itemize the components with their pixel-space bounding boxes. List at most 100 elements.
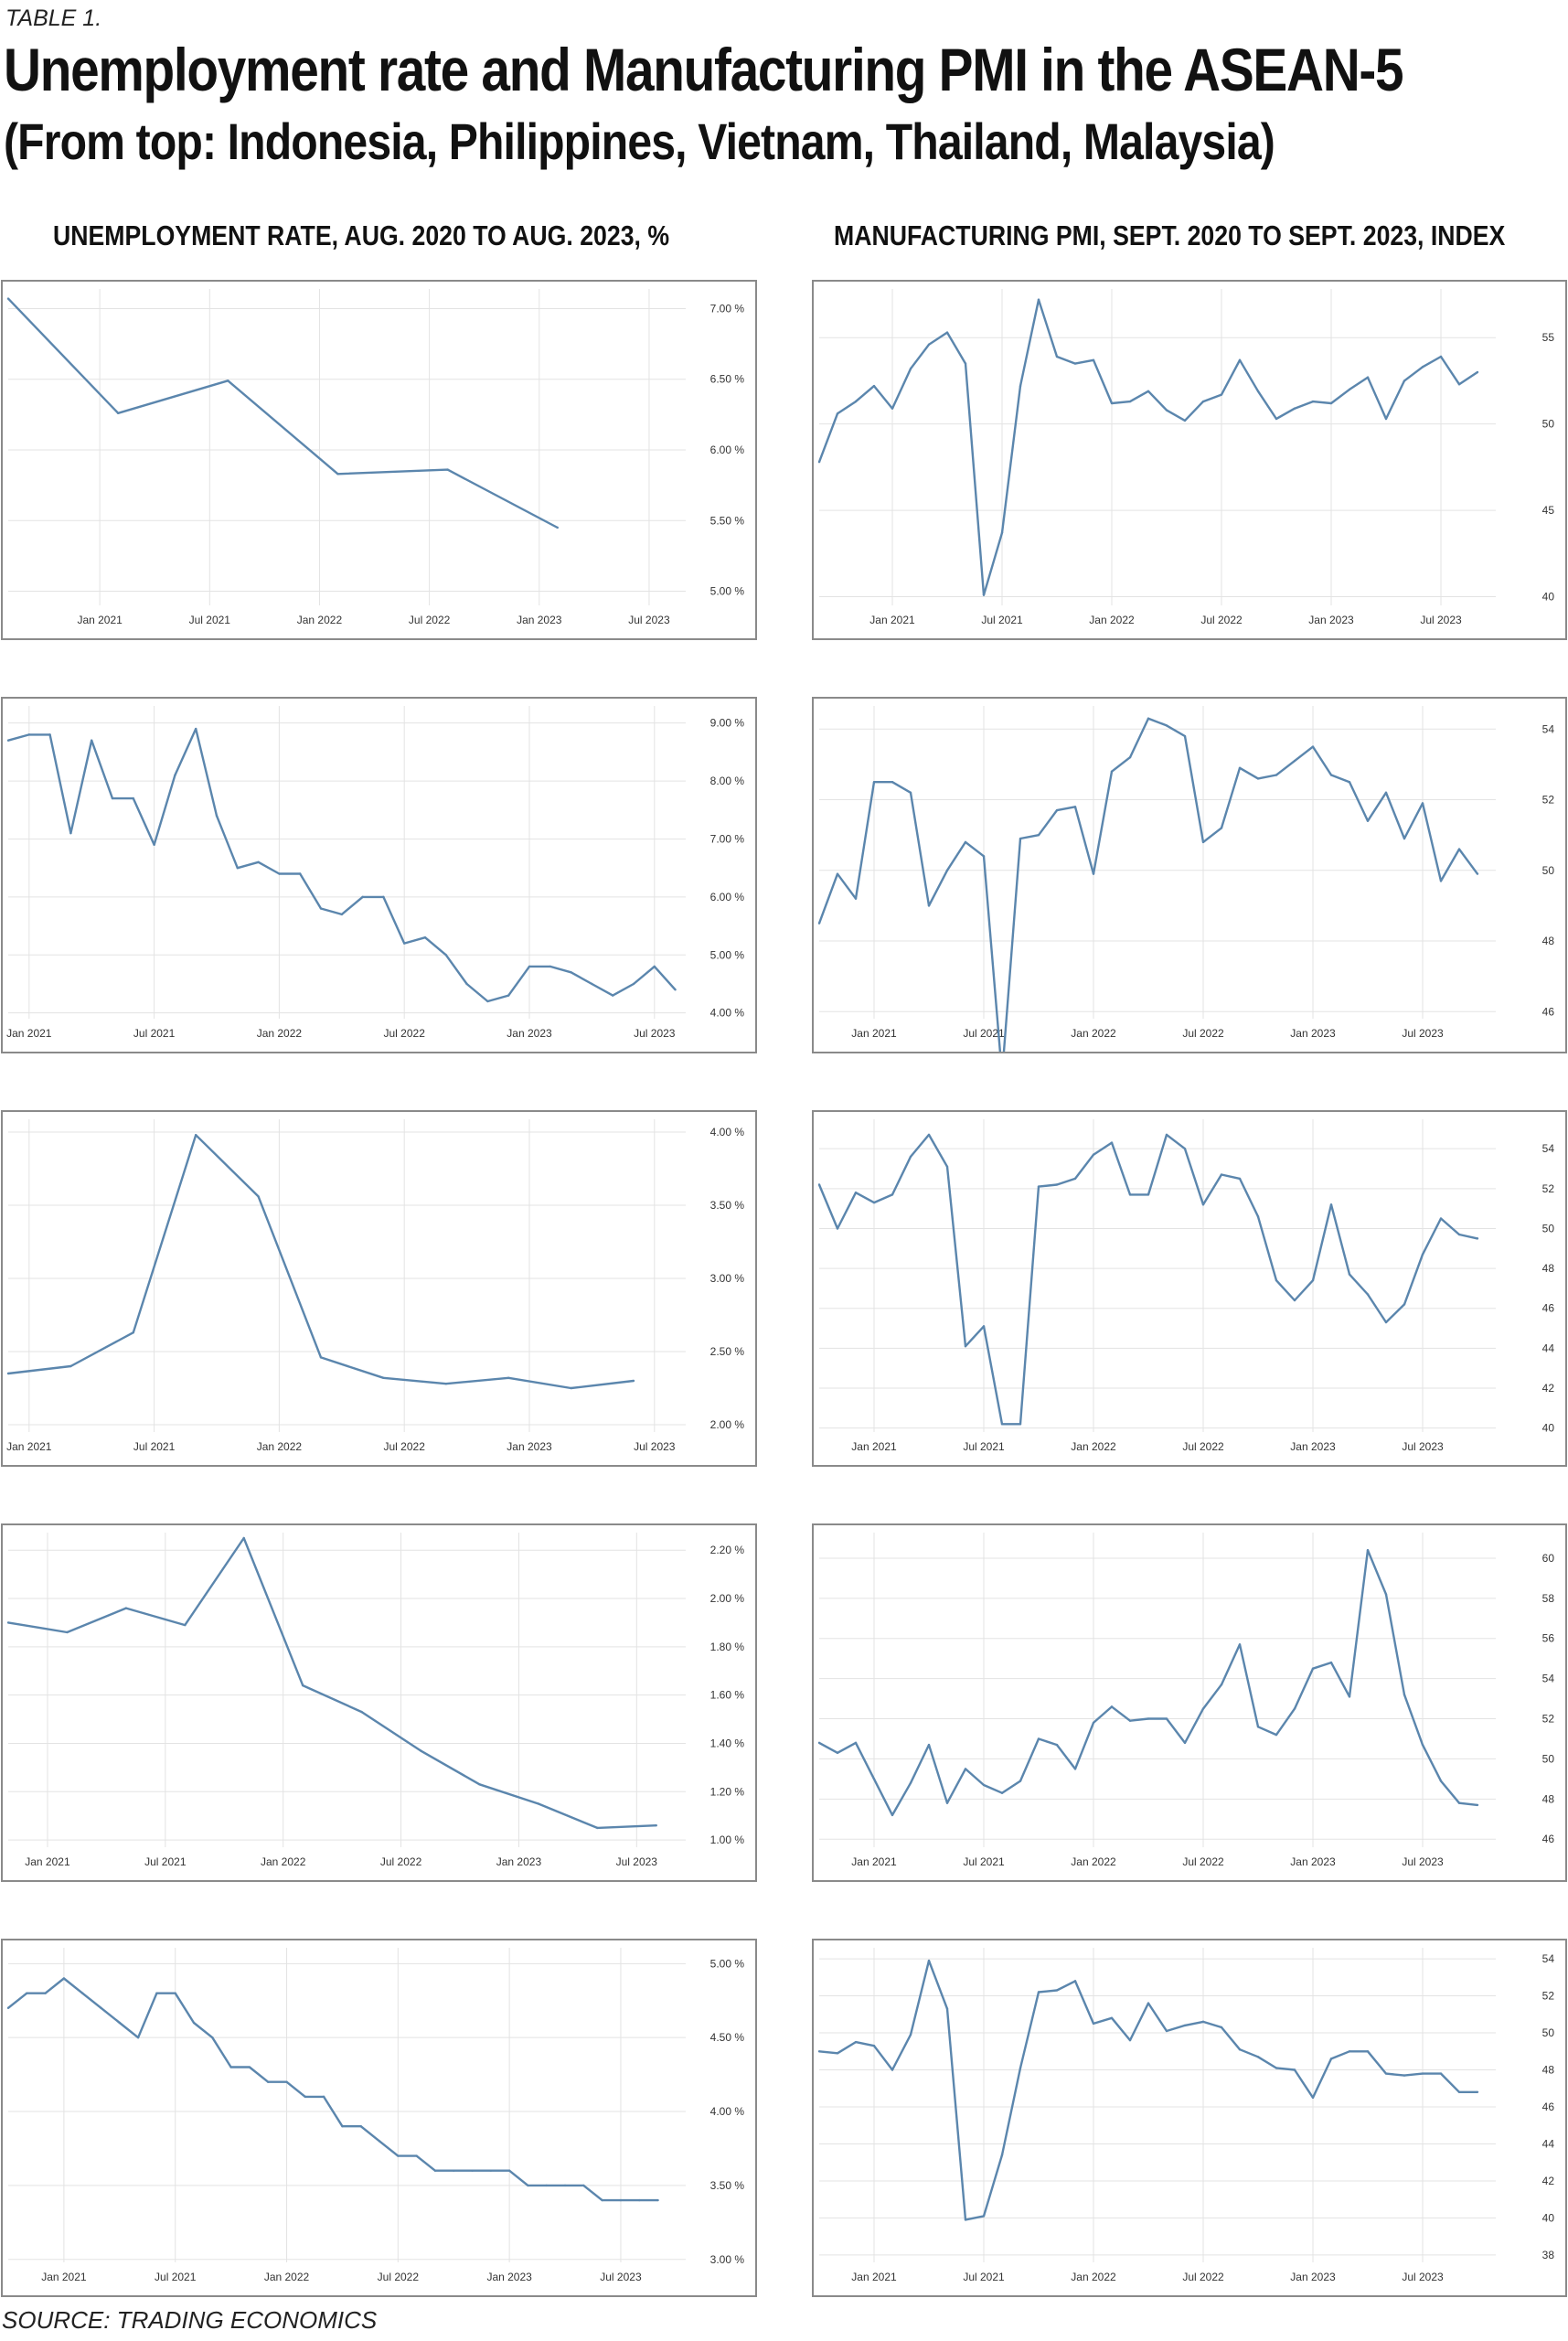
x-tick-label: Jul 2022 xyxy=(384,1027,426,1040)
x-tick-label: Jan 2022 xyxy=(264,2271,310,2283)
data-point xyxy=(528,965,531,968)
y-tick-label: 40 xyxy=(1542,2211,1555,2224)
data-point xyxy=(1165,724,1168,727)
data-point xyxy=(653,965,656,968)
chart-vietnam-unemployment: 2.00 % 2.50 % 3.00 % 3.50 % 4.00 % Jan 2021 Ju… xyxy=(1,1110,757,1467)
y-tick-label: 5.50 % xyxy=(710,514,745,527)
data-point xyxy=(1092,2022,1095,2026)
x-tick-label: Jul 2023 xyxy=(634,1027,676,1040)
data-point xyxy=(211,2036,214,2039)
data-point xyxy=(872,1201,876,1204)
data-point xyxy=(1293,1299,1296,1302)
data-point xyxy=(1348,388,1351,391)
data-point xyxy=(817,922,821,925)
data-point xyxy=(1256,1215,1260,1218)
data-point xyxy=(1256,777,1260,780)
x-tick-label: Jan 2022 xyxy=(261,1855,306,1868)
data-point xyxy=(116,412,120,415)
page-subtitle: (From top: Indonesia, Philippines, Vietn… xyxy=(4,112,1275,170)
x-tick-label: Jul 2023 xyxy=(634,1440,676,1453)
data-point xyxy=(1421,802,1424,805)
x-tick-label: Jul 2021 xyxy=(189,614,231,626)
data-point xyxy=(1019,2067,1022,2069)
data-point xyxy=(285,2080,288,2083)
column-heading-pmi: MANUFACTURING PMI, SEPT. 2020 TO SEPT. 2… xyxy=(834,219,1506,251)
table-tag: TABLE 1. xyxy=(5,5,102,31)
vietnam-pmi-svg: 40 42 44 46 48 50 52 54 Jan 2021 Jul 2021 Jan 2022… xyxy=(817,1119,1554,1453)
data-point xyxy=(945,869,949,871)
x-tick-label: Jul 2023 xyxy=(600,2271,642,2283)
x-tick-label: Jan 2021 xyxy=(77,614,123,626)
series-line xyxy=(817,717,1478,1052)
data-point xyxy=(909,791,912,795)
thailand-unemployment-svg: 1.00 % 1.20 % 1.40 % 1.60 % 1.80 % 2.00 % 2.20… xyxy=(6,1533,745,1868)
x-tick-label: Jan 2023 xyxy=(1290,2271,1336,2283)
data-point xyxy=(1201,400,1205,403)
chart-thailand-unemployment: 1.00 % 1.20 % 1.40 % 1.60 % 1.80 % 2.00 % 2.20… xyxy=(1,1523,757,1882)
x-tick-label: Jan 2023 xyxy=(507,1027,552,1040)
y-tick-label: 3.00 % xyxy=(710,1272,745,1285)
y-tick-label: 4.00 % xyxy=(710,1126,745,1138)
y-tick-label: 54 xyxy=(1542,722,1555,735)
data-point xyxy=(836,872,839,875)
data-point xyxy=(854,897,858,900)
y-tick-label: 2.00 % xyxy=(710,1592,745,1605)
data-point xyxy=(1201,2020,1205,2024)
x-tick-label: Jan 2021 xyxy=(851,1440,897,1453)
y-tick-label: 4.00 % xyxy=(710,2105,745,2118)
data-point xyxy=(836,1751,839,1755)
data-point xyxy=(229,2066,232,2068)
series-line xyxy=(7,1977,658,2202)
x-tick-label: Jan 2021 xyxy=(869,614,915,626)
data-point xyxy=(1000,531,1004,534)
data-point xyxy=(1439,355,1443,358)
y-tick-label: 54 xyxy=(1542,1673,1555,1685)
data-point xyxy=(1275,417,1278,421)
data-point xyxy=(591,982,593,986)
data-point xyxy=(1183,734,1187,738)
data-point xyxy=(1293,2068,1296,2071)
data-point xyxy=(132,1331,134,1334)
data-point xyxy=(26,1992,28,1994)
x-tick-label: Jul 2022 xyxy=(1200,614,1243,626)
data-point xyxy=(982,855,986,858)
data-point xyxy=(1073,1768,1077,1770)
data-point xyxy=(927,343,931,346)
data-point xyxy=(601,2198,603,2202)
data-point xyxy=(1092,358,1095,361)
data-point xyxy=(1329,401,1333,405)
data-point xyxy=(1256,390,1260,392)
x-tick-label: Jan 2023 xyxy=(486,2271,532,2283)
thailand-pmi-svg: 46 48 50 52 54 56 58 60 Jan 2021 Jul 2021 Jan 2022… xyxy=(817,1533,1555,1868)
x-tick-label: Jan 2021 xyxy=(25,1855,70,1868)
data-point xyxy=(1128,400,1132,403)
data-point xyxy=(1128,1719,1132,1722)
data-point xyxy=(891,2068,894,2071)
y-tick-label: 60 xyxy=(1542,1552,1555,1565)
data-point xyxy=(507,994,510,997)
data-point xyxy=(236,866,239,870)
data-point xyxy=(1403,1303,1406,1306)
data-point xyxy=(945,331,949,334)
x-tick-label: Jan 2023 xyxy=(1290,1855,1336,1868)
data-point xyxy=(62,1977,66,1980)
data-point xyxy=(1384,1593,1388,1596)
data-point xyxy=(322,2095,325,2099)
data-point xyxy=(1293,407,1296,410)
data-point xyxy=(1165,1133,1168,1137)
data-point xyxy=(1128,1193,1132,1196)
data-point xyxy=(674,989,677,991)
data-point xyxy=(215,814,219,818)
data-point xyxy=(301,1684,304,1687)
data-point xyxy=(927,1133,931,1137)
data-point xyxy=(891,781,894,784)
data-point xyxy=(415,2154,418,2157)
data-point xyxy=(1366,1293,1370,1296)
data-point xyxy=(174,1992,176,1994)
data-point xyxy=(1000,1423,1004,1426)
data-point xyxy=(1165,1717,1168,1720)
chart-indonesia-unemployment: 5.00 % 5.50 % 6.00 % 6.50 % 7.00 % Jan 2021 Ju… xyxy=(1,280,757,640)
data-point xyxy=(549,965,551,968)
data-point xyxy=(397,2154,400,2157)
x-tick-label: Jan 2023 xyxy=(517,614,562,626)
